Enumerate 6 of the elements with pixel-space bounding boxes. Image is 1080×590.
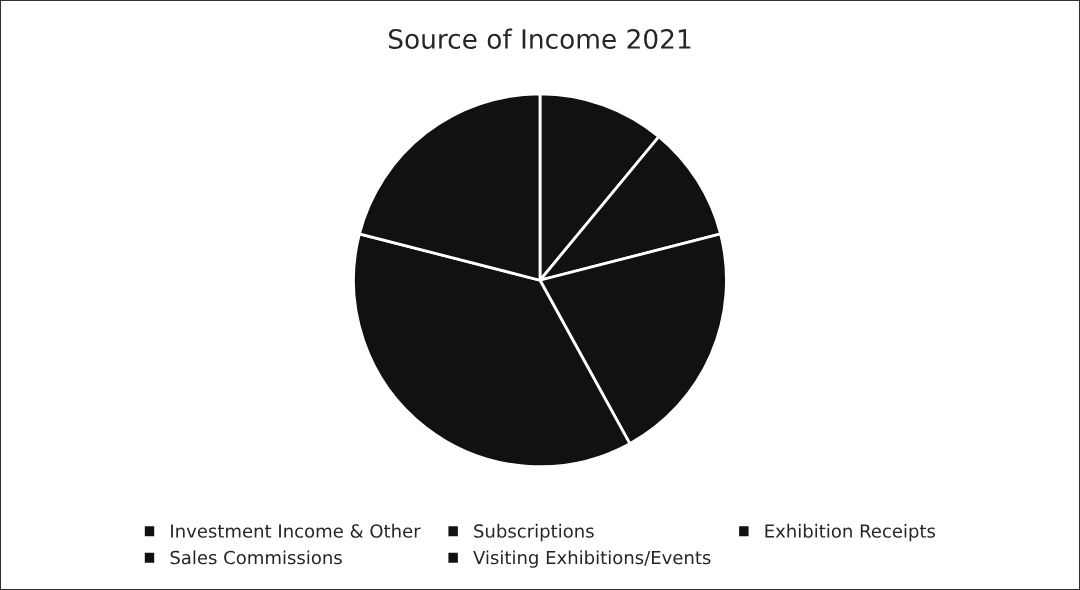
legend-label: Subscriptions — [474, 523, 594, 542]
legend-label: Investment Income & Other — [171, 523, 421, 538]
legend-label: Sales Commissions — [170, 550, 342, 565]
chart-title: Source of Income 2021 — [389, 28, 691, 49]
legend-label: Exhibition Receipts — [765, 523, 936, 542]
legend-label: Visiting Exhibitions/Events — [473, 550, 711, 568]
